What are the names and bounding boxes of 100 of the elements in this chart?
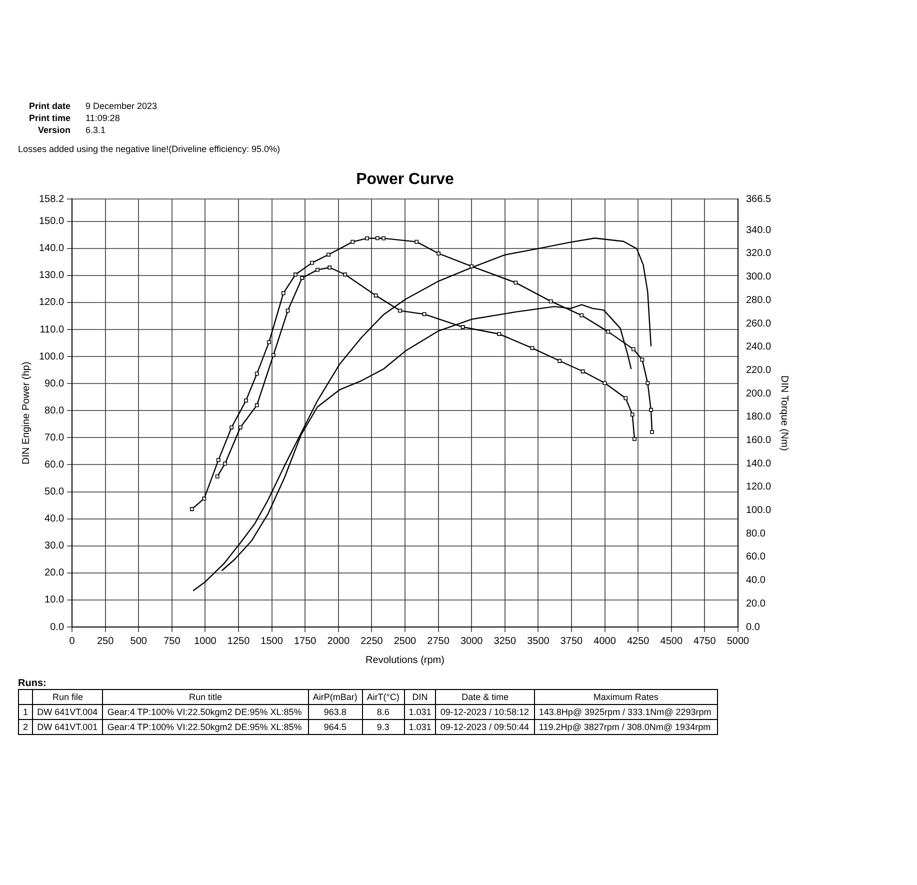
x-tick-label: 1750 xyxy=(294,636,317,647)
text: 963.8 xyxy=(308,704,362,720)
y2-tick-label: 160.0 xyxy=(746,434,772,446)
y-tick-label: 10.0 xyxy=(44,594,64,606)
x-tick-label: 2500 xyxy=(394,636,417,647)
text: Run file xyxy=(32,690,103,704)
point xyxy=(244,398,248,403)
y-tick-label: 120.0 xyxy=(38,297,64,308)
y-tick-label: 0.0 xyxy=(50,622,64,633)
text: 8.6 xyxy=(362,704,404,720)
point xyxy=(271,353,276,357)
point xyxy=(374,294,378,298)
y2-axis-title: DIN Torque (Nm) xyxy=(778,375,790,451)
x-tick-label: 2000 xyxy=(327,636,350,647)
text: AirP(mBar) xyxy=(308,690,362,704)
text: Print time xyxy=(28,112,72,124)
point xyxy=(646,381,650,385)
x-tick-label: 3000 xyxy=(460,636,484,647)
point xyxy=(602,381,607,385)
point xyxy=(631,347,636,352)
point xyxy=(294,272,298,276)
y-tick-label: 70.0 xyxy=(44,432,64,444)
point xyxy=(624,396,628,400)
x-tick-label: 1500 xyxy=(260,636,284,647)
x-tick-label: 3750 xyxy=(560,636,584,647)
text: DW 641VT.004 xyxy=(32,704,103,720)
y-tick-label: 60.0 xyxy=(44,460,64,470)
point xyxy=(580,313,584,318)
y2-tick-label: 40.0 xyxy=(746,575,766,586)
text: Runs: xyxy=(18,678,48,689)
point xyxy=(460,325,465,329)
text: Gear:4 TP:100% VI:22.50kgm2 DE:95% XL:85% xyxy=(102,720,308,734)
y-tick-label: 80.0 xyxy=(44,405,64,416)
text: DIN xyxy=(404,690,436,704)
y-tick-label: 20.0 xyxy=(44,568,64,579)
chart-title: Power Curve xyxy=(356,171,454,188)
y2-tick-label: 200.0 xyxy=(746,388,772,400)
text: DW 641VT.001 xyxy=(32,720,103,734)
y-axis-title: DIN Engine Power (hp) xyxy=(20,362,32,465)
point xyxy=(310,260,314,265)
point xyxy=(316,268,320,272)
text: 09-12-2023 / 09:50:44 xyxy=(436,720,534,734)
point xyxy=(514,280,518,285)
text: 1 xyxy=(18,704,33,720)
point xyxy=(215,474,220,478)
x-axis-title: Revolutions (rpm) xyxy=(366,654,444,666)
point xyxy=(267,340,271,344)
point xyxy=(328,266,332,270)
point xyxy=(343,272,348,276)
text: 964.5 xyxy=(308,720,362,734)
point xyxy=(365,236,369,240)
x-tick-label: 2250 xyxy=(360,636,384,647)
y2-tick-label: 80.0 xyxy=(746,528,766,540)
point xyxy=(580,369,585,374)
y2-tick-label: 240.0 xyxy=(746,342,772,353)
text: 1.031 xyxy=(404,720,436,734)
text: Print date xyxy=(28,100,72,112)
point xyxy=(630,412,634,417)
point xyxy=(350,240,355,244)
y2-tick-label: 220.0 xyxy=(746,364,772,376)
point xyxy=(300,276,304,280)
x-tick-label: 0 xyxy=(69,636,76,647)
x-tick-label: 4250 xyxy=(626,636,650,647)
x-tick-label: 4000 xyxy=(594,636,616,647)
y2-tick-label: 100.0 xyxy=(746,505,772,516)
x-tick-label: 3500 xyxy=(527,636,550,647)
y-tick-label: 50.0 xyxy=(44,486,64,498)
x-tick-label: 750 xyxy=(164,636,181,647)
text: 9.3 xyxy=(362,720,404,734)
y2-tick-label: 300.0 xyxy=(746,272,772,283)
x-tick-label: 250 xyxy=(96,636,114,647)
text: Maximum Rates xyxy=(534,690,718,704)
point xyxy=(216,458,220,462)
text: 9 December 2023 xyxy=(84,100,158,112)
point xyxy=(326,252,331,257)
x-tick-label: 4500 xyxy=(660,636,683,647)
point xyxy=(548,299,553,304)
point xyxy=(649,408,653,412)
y-tick-label: 40.0 xyxy=(44,514,64,525)
text: Version xyxy=(37,124,72,136)
y2-tick-label: 280.0 xyxy=(746,294,772,306)
y2-tick-label: 20.0 xyxy=(746,598,766,610)
x-tick-label: 2750 xyxy=(427,636,450,647)
text: 6.3.1 xyxy=(84,124,107,136)
x-tick-label: 4750 xyxy=(694,636,716,647)
point xyxy=(238,425,242,430)
y-tick-label: 150.0 xyxy=(38,216,64,228)
y-tick-label: 130.0 xyxy=(38,270,64,282)
point xyxy=(375,236,380,240)
point xyxy=(254,372,259,376)
point xyxy=(190,507,194,512)
y-tick-label: 30.0 xyxy=(44,540,64,552)
text: Gear:4 TP:100% VI:22.50kgm2 DE:95% XL:85% xyxy=(102,704,308,720)
point xyxy=(640,358,644,362)
text: 143.8Hp@ 3925rpm / 333.1Nm@ 2293rpm xyxy=(534,704,718,720)
y2-tick-label: 260.0 xyxy=(746,318,772,330)
point xyxy=(436,252,441,256)
x-tick-label: 3250 xyxy=(494,636,516,647)
y2-tick-label: 320.0 xyxy=(746,248,772,260)
text: 1.031 xyxy=(404,704,436,720)
